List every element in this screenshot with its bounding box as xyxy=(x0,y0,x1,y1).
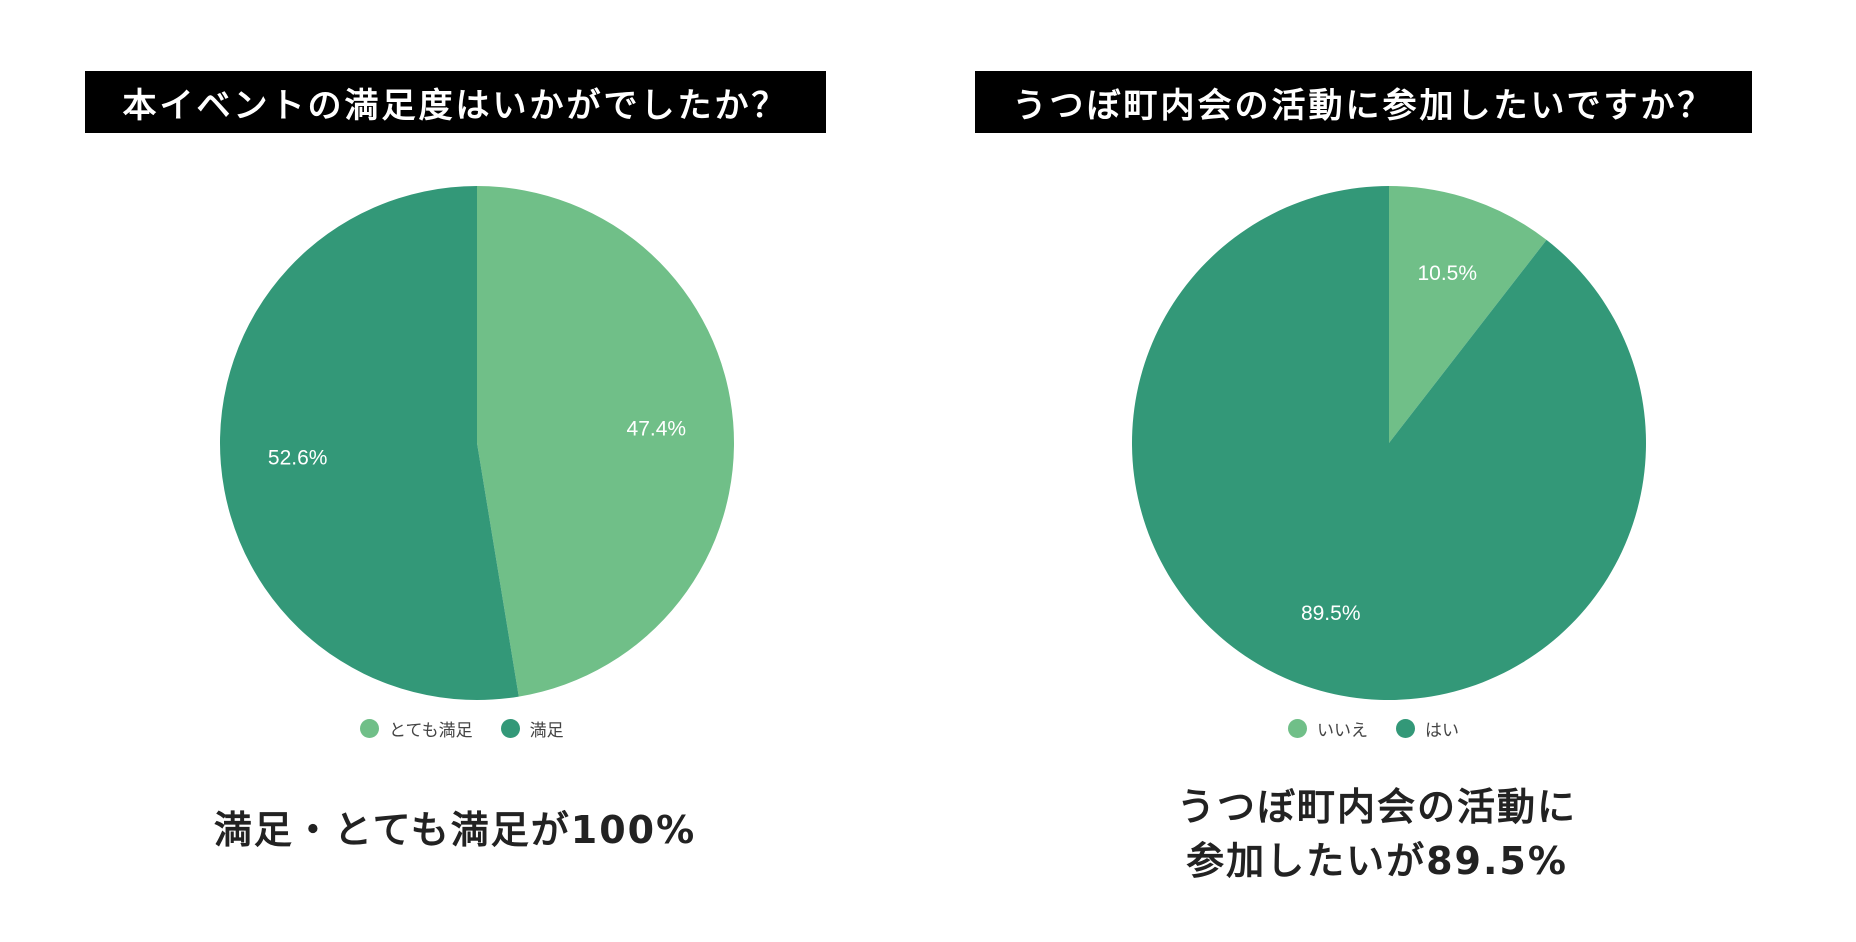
pie-slice-second xyxy=(220,185,519,700)
legend-label: とても満足 xyxy=(389,720,473,741)
legend-item-very-satisfied: とても満足 xyxy=(360,716,473,741)
chart-legend: いいえ はい xyxy=(1288,713,1459,743)
pie-data-label: 89.5% xyxy=(1301,602,1361,625)
pie-chart-satisfaction: 47.4% 52.6% xyxy=(220,185,735,700)
chart-caption: うつぼ町内会の活動に 参加したいが89.5% xyxy=(913,780,1841,888)
chart-title: 本イベントの満足度はいかがでしたか？ xyxy=(85,71,826,133)
pie-data-label: 47.4% xyxy=(627,417,687,440)
chart-title: うつぼ町内会の活動に参加したいですか？ xyxy=(975,71,1752,133)
pie-slice-first xyxy=(1389,186,1547,443)
legend-label: 満足 xyxy=(529,720,564,741)
legend-swatch xyxy=(500,718,520,738)
chart-panel-satisfaction: 本イベントの満足度はいかがでしたか？ 47.4% 52.6% とても満足 満足 満… xyxy=(85,71,826,852)
pie-data-label: 10.5% xyxy=(1417,262,1477,285)
chart-panel-participation: うつぼ町内会の活動に参加したいですか？ 10.5% 89.5% いいえ はい うつ… xyxy=(928,0,1856,942)
legend-label: はい xyxy=(1425,720,1459,741)
legend-swatch xyxy=(1396,718,1415,738)
legend-label: いいえ xyxy=(1317,720,1368,741)
legend-item-satisfied: 満足 xyxy=(500,716,564,741)
chart-legend: とても満足 満足 xyxy=(360,713,564,743)
legend-item-no: いいえ xyxy=(1288,716,1368,741)
pie-data-label: 52.6% xyxy=(268,447,328,470)
legend-swatch xyxy=(360,718,379,738)
chart-caption: 満足・とても満足が100% xyxy=(213,808,697,852)
legend-swatch xyxy=(1288,718,1307,738)
pie-slice-second xyxy=(1132,186,1646,700)
pie-slice-first xyxy=(477,186,735,697)
pie-chart-participation: 10.5% 89.5% xyxy=(1132,186,1646,700)
legend-item-yes: はい xyxy=(1396,716,1459,741)
caption-line: うつぼ町内会の活動に xyxy=(1176,785,1577,829)
caption-line: 参加したいが89.5% xyxy=(1186,839,1568,883)
